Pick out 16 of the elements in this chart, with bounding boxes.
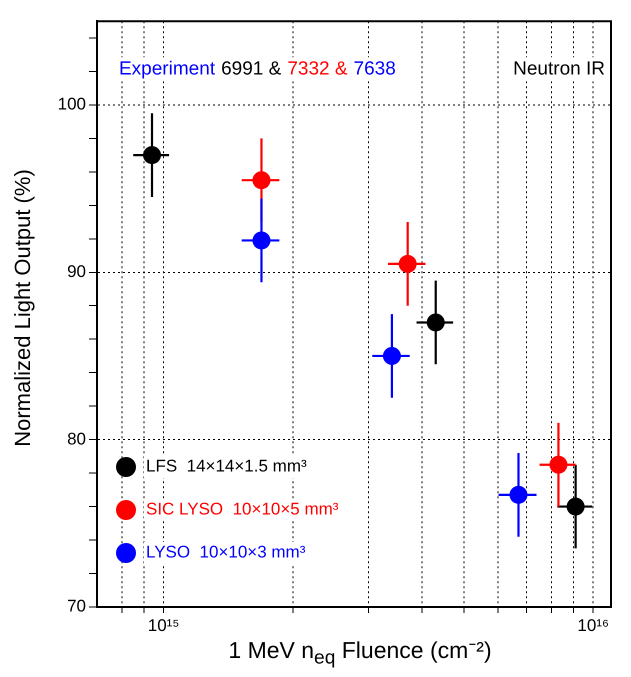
annotation: Neutron IR	[513, 58, 605, 80]
y-tick-label: 80	[67, 429, 86, 448]
y-axis-title: Normalized Light Output (%)	[10, 169, 36, 447]
annotation: Experiment	[119, 58, 216, 80]
annotation: 7638	[354, 58, 396, 80]
annotation: 6991 &	[221, 58, 282, 80]
legend-label: SIC LYSO 10×10×5 mm³	[146, 500, 339, 519]
annotation: 7332 &	[287, 58, 348, 80]
legend-label: LFS 14×14×1.5 mm³	[146, 456, 307, 476]
y-tick-label: 90	[67, 262, 86, 281]
x-tick-label: 10¹⁶	[577, 616, 610, 635]
x-axis-title: 1 MeV n$_{eq}$ Fluence (cm⁻²)	[227, 636, 493, 670]
y-tick-label: 100	[58, 94, 86, 114]
y-tick-label: 70	[67, 596, 86, 616]
legend-label: LYSO 10×10×3 mm³	[146, 542, 306, 562]
x-tick-label: 10¹⁵	[148, 616, 180, 635]
